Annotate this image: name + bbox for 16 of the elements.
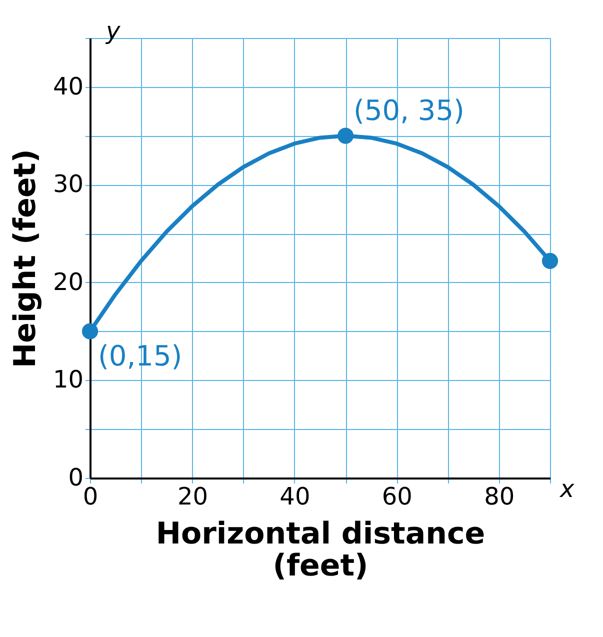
x-tick-label: 60 [382, 482, 412, 510]
y-tick-label: 20 [52, 268, 84, 296]
point [542, 252, 558, 269]
y-tick-label: 0 [68, 464, 84, 492]
point [337, 128, 354, 144]
text: x [559, 475, 575, 503]
x-axis-title: Horizontal distance (feet) [156, 516, 486, 584]
y-tick-label: 10 [52, 366, 84, 394]
annotation: y [105, 17, 121, 45]
y-tick-label: 30 [52, 170, 84, 198]
point [82, 323, 98, 340]
x-tick-label: 80 [484, 482, 515, 510]
x-tick-label: 20 [177, 482, 208, 510]
x-tick-label: 40 [280, 482, 310, 510]
y-tick-label: 40 [52, 72, 84, 100]
y-axis-title: Height (feet) [8, 149, 43, 368]
